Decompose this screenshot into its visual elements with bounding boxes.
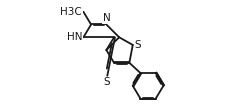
Text: N: N	[102, 13, 110, 23]
Text: HN: HN	[66, 32, 82, 42]
Text: S: S	[134, 40, 141, 50]
Text: H3C: H3C	[60, 7, 82, 17]
Text: S: S	[103, 77, 110, 87]
